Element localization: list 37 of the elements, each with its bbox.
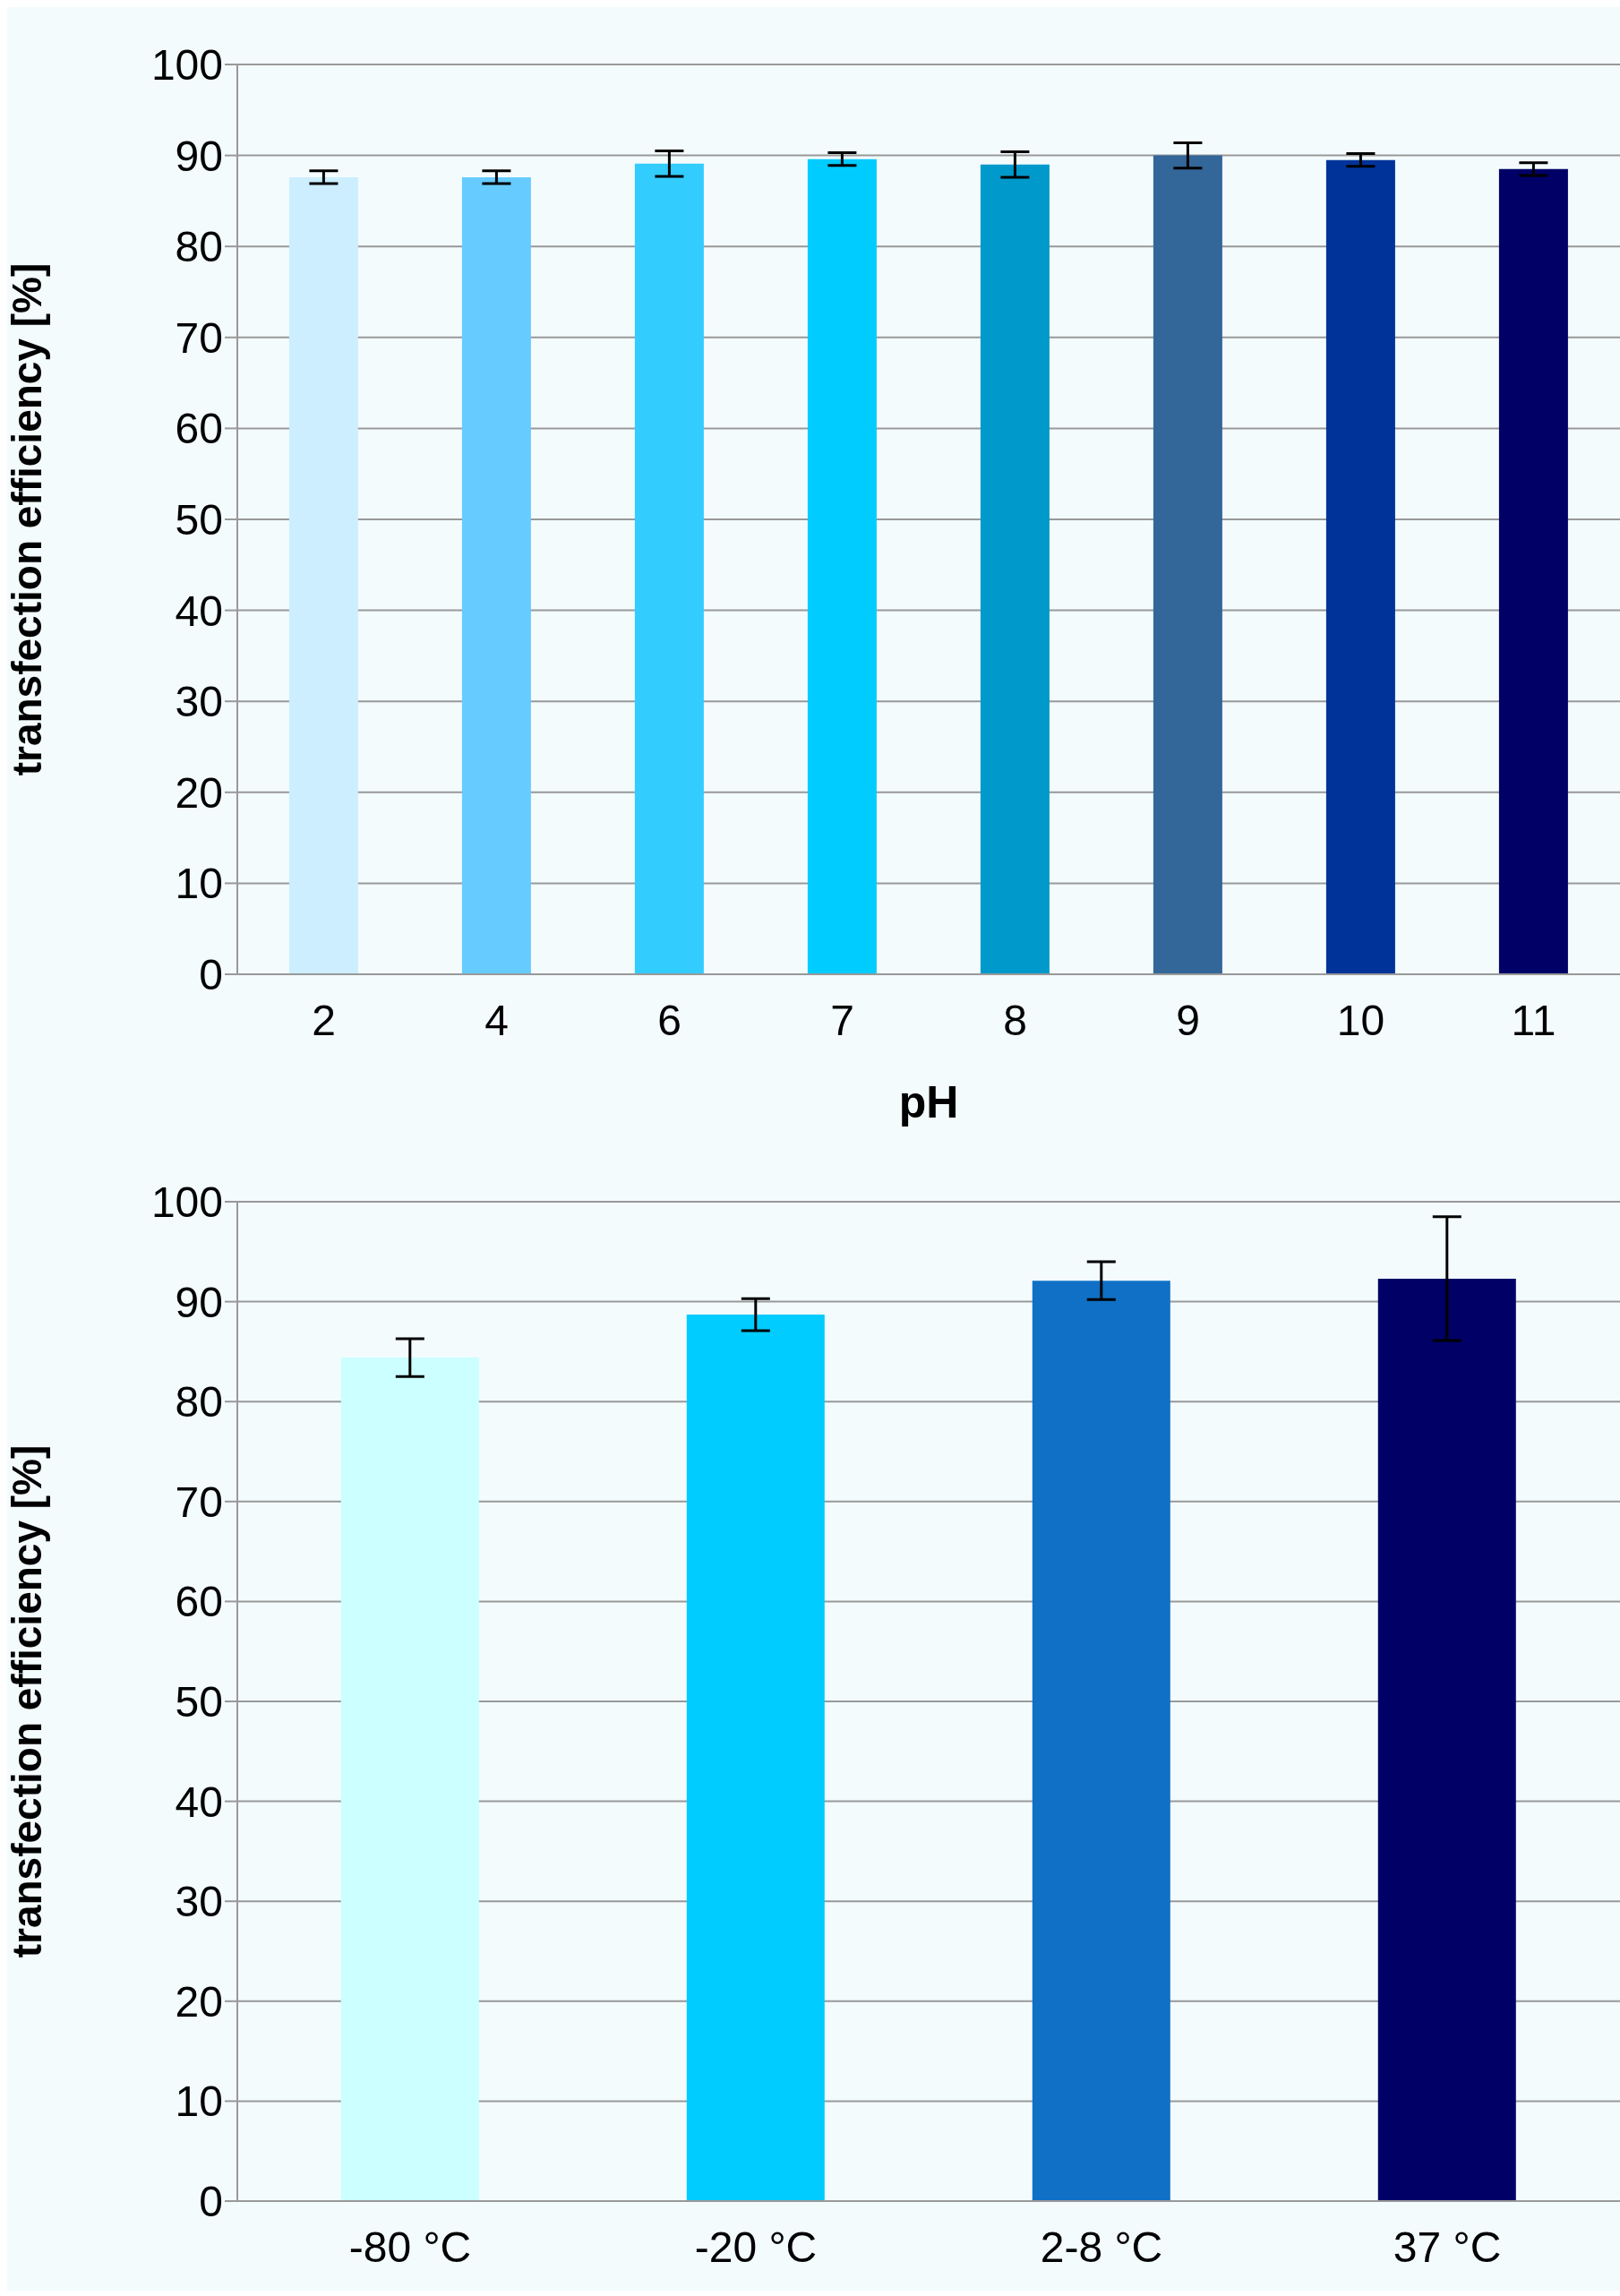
x-tick-label: 2 [312,997,336,1045]
y-tick-label: 100 [150,41,223,90]
y-tick-label: 70 [175,1478,223,1526]
y-tick-label: 0 [199,2178,223,2226]
y-tick-label: 20 [175,1977,223,2026]
y-tick-label: 80 [175,1378,223,1426]
y-tick-label: 90 [175,132,223,180]
x-tick-label: 2-8 °C [1040,2223,1163,2272]
y-tick-label: 50 [175,496,223,544]
y-tick-label: 80 [175,223,223,271]
y-tick-label: 20 [175,768,223,817]
y-tick-label: 0 [199,951,223,999]
x-tick-label: 7 [830,997,854,1045]
x-tick-label: 9 [1176,997,1200,1045]
y-tick-label: 70 [175,313,223,362]
y-tick-label: 30 [175,678,223,726]
y-tick-label: 60 [175,1578,223,1626]
x-axis-title: pH [898,1077,959,1127]
y-tick-label: 100 [150,1178,223,1227]
y-tick-label: 90 [175,1278,223,1326]
x-tick-label: 10 [1336,997,1385,1045]
y-tick-label: 50 [175,1678,223,1726]
y-tick-label: 10 [175,860,223,908]
y-tick-label: 10 [175,2078,223,2126]
y-axis-title: transfection efficiency [%] [4,1444,51,1958]
x-tick-label: -80 °C [348,2223,472,2272]
y-tick-label: 30 [175,1878,223,1926]
y-tick-label: 60 [175,405,223,453]
y-axis-title: transfection efficiency [%] [4,262,51,776]
x-tick-label: 6 [657,997,681,1045]
x-tick-label: 8 [1003,997,1027,1045]
y-tick-label: 40 [175,1778,223,1826]
x-tick-label: 4 [484,997,509,1045]
y-tick-label: 40 [175,587,223,635]
x-tick-label: -20 °C [694,2223,818,2272]
x-tick-label: 37 °C [1393,2223,1502,2272]
x-tick-label: 11 [1511,997,1556,1045]
